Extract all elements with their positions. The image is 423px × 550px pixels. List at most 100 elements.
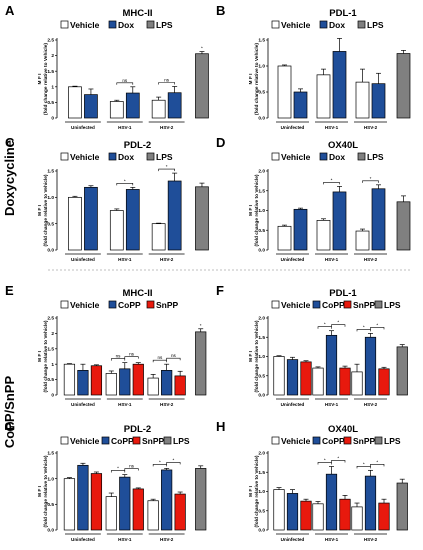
bar xyxy=(63,478,76,531)
y-tick-label: 2 xyxy=(51,53,54,59)
significance-label: * xyxy=(166,164,168,169)
panel-a: A MHC-II Vehicle Dox LPS 0 0.5 1 1.5 2 2.5 M F I (fo… xyxy=(5,3,209,130)
legend-swatch xyxy=(108,152,117,161)
x-group-label: Uninfected xyxy=(71,402,95,407)
bar-uninfected-snpp xyxy=(90,364,103,396)
bar xyxy=(396,346,408,396)
legend-swatch xyxy=(60,436,69,445)
y-tick-label: 2.5 xyxy=(47,316,54,322)
bar-hsv-2-vehicle xyxy=(351,363,363,396)
panel-e: E MHC-II Vehicle CoPP SnPP 0 0.5 1 1.5 2 2.5 M F I(… xyxy=(5,283,207,407)
bar xyxy=(355,230,370,251)
y-axis-title: (fold change relative to Vehicle) xyxy=(43,43,49,115)
bar-hsv-2-snpp xyxy=(174,491,186,531)
bar xyxy=(339,498,351,531)
bar-hsv-1-vehicle xyxy=(109,99,124,119)
y-axis-measure: M F I xyxy=(37,73,43,85)
x-group-label: HSV-1 xyxy=(325,537,339,542)
y-tick-label: 1.0 xyxy=(258,64,265,70)
y-tick-label: 0 xyxy=(51,393,54,399)
y-tick-label: 2 xyxy=(51,331,54,337)
legend-item-vehicle: Vehicle xyxy=(60,300,100,310)
bar-uninfected-snpp xyxy=(300,360,312,396)
bar-lps xyxy=(396,344,408,396)
y-tick-label: 1 xyxy=(51,84,54,90)
bar xyxy=(339,367,351,396)
bar-hsv-1-vehicle xyxy=(105,492,117,531)
legend-label: Vehicle xyxy=(70,300,100,310)
bar xyxy=(378,368,390,396)
significance-label: * xyxy=(337,455,339,460)
legend-item-copp: CoPP xyxy=(108,300,141,310)
legend-swatch xyxy=(132,436,141,445)
bar xyxy=(396,53,411,119)
y-tick-label: 2.0 xyxy=(258,316,265,322)
bar-hsv-1-vehicle xyxy=(312,366,324,396)
bar xyxy=(351,371,363,396)
legend-label: LPS xyxy=(173,436,190,446)
bar-uninfected-treat xyxy=(293,88,308,119)
bar-hsv-1-treat xyxy=(325,330,338,396)
legend-label: LPS xyxy=(156,152,173,162)
legend-swatch xyxy=(271,436,280,445)
bar xyxy=(293,208,308,251)
significance-label: * xyxy=(124,178,126,183)
x-group-label: Uninfected xyxy=(71,537,95,542)
bar xyxy=(325,473,338,531)
bar xyxy=(273,489,285,531)
x-group-label: HSV-1 xyxy=(118,125,132,130)
legend-item-vehicle: Vehicle xyxy=(271,300,311,310)
x-group-label: HSV-2 xyxy=(364,402,378,407)
bar-hsv-2-vehicle xyxy=(151,222,166,251)
y-axis-measure: M F I xyxy=(248,485,254,497)
bar xyxy=(355,81,370,119)
bar-lps xyxy=(396,50,411,119)
bar xyxy=(332,191,347,251)
y-tick-label: 1.5 xyxy=(47,69,54,75)
bar xyxy=(105,496,117,531)
bar xyxy=(119,368,131,396)
bar-hsv-2-snpp xyxy=(378,498,390,531)
bar-hsv-2-treat xyxy=(161,468,173,531)
y-axis-title: (fold change relative to Vehicle) xyxy=(254,174,260,246)
legend-item-lps: LPS xyxy=(163,436,190,446)
bar xyxy=(84,94,98,119)
y-tick-label: 2.5 xyxy=(47,38,54,44)
bar xyxy=(147,377,159,396)
bar xyxy=(300,500,312,531)
panel-title: PDL-2 xyxy=(124,424,151,435)
x-group-label: HSV-1 xyxy=(325,402,339,407)
x-group-label: Uninfected xyxy=(71,257,95,262)
legend-item-copp: CoPP xyxy=(312,436,345,446)
significance-bracket xyxy=(110,358,126,361)
bar-hsv-1-vehicle xyxy=(109,208,124,251)
bar-uninfected-vehicle xyxy=(68,85,82,119)
bar xyxy=(68,86,82,119)
panel-f: F PDL-1 Vehicle CoPP SnPP LPS 0.0 0.5 1.0 1.5 2.0 M… xyxy=(216,283,408,407)
bar xyxy=(195,331,207,396)
panel-title: PDL-1 xyxy=(329,288,357,299)
legend-item-snpp: SnPP xyxy=(146,300,179,310)
y-tick-label: 0.0 xyxy=(258,116,265,122)
y-tick-label: 1.0 xyxy=(258,208,265,214)
significance-bracket xyxy=(124,356,139,359)
legend-swatch xyxy=(271,152,280,161)
legend-item-lps: LPS xyxy=(357,152,384,162)
y-axis-measure: M F I xyxy=(248,350,254,362)
bar xyxy=(325,334,338,396)
y-axis-title: (fold change relative to Vehicle) xyxy=(43,174,49,246)
bar xyxy=(90,473,103,531)
bar xyxy=(68,196,82,251)
bar xyxy=(396,482,408,531)
legend-item-vehicle: Vehicle xyxy=(271,152,311,162)
bar xyxy=(371,188,386,251)
panel-letter: E xyxy=(5,283,14,298)
y-tick-label: 1 xyxy=(51,362,54,368)
legend-swatch xyxy=(319,152,328,161)
bar xyxy=(151,223,166,251)
bar xyxy=(119,476,131,531)
lps-significance-mark: * xyxy=(201,46,203,51)
significance-label: ns xyxy=(129,352,135,357)
significance-label: * xyxy=(376,322,378,327)
bar-uninfected-vehicle xyxy=(273,487,285,531)
